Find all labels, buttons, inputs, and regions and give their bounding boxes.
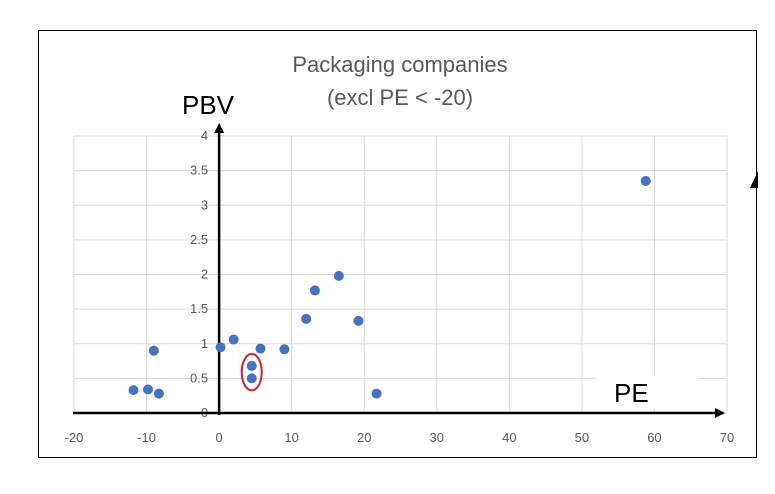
x-tick-label: -10 [137,430,156,445]
x-axis-label: PE [614,378,649,408]
scatter-chart: -20-1001020304050607000.511.522.533.54 P… [65,52,758,445]
data-points [128,176,651,399]
y-tick-label: 2 [201,267,208,282]
data-point [215,342,226,353]
x-tick-label: 40 [502,430,516,445]
chart-subtitle: (excl PE < -20) [327,85,473,110]
gridlines [73,135,728,414]
x-tick-label: 20 [357,430,371,445]
data-point [148,345,159,356]
x-label-background [596,375,698,409]
data-point [353,315,364,326]
data-point [640,176,651,187]
x-tick-label: 10 [284,430,298,445]
data-point [371,388,382,399]
data-point [246,373,257,384]
x-tick-label: -20 [65,430,84,445]
y-tick-label: 3.5 [190,163,208,178]
x-tick-label: 50 [575,430,589,445]
data-point [333,270,344,281]
y-tick-label: 2.5 [190,232,208,247]
x-tick-label: 0 [215,430,222,445]
x-tick-label: 70 [720,430,734,445]
y-tick-label: 1 [201,336,208,351]
y-tick-label: 0.5 [190,370,208,385]
y-tick-label: 3 [201,197,208,212]
chart-frame: -20-1001020304050607000.511.522.533.54 P… [38,30,758,458]
data-point [279,344,290,355]
y-tick-label: 4 [201,128,208,143]
data-point [246,360,257,371]
data-point [228,334,239,345]
data-point [255,343,266,354]
y-tick-label: 1.5 [190,301,208,316]
tick-labels: -20-1001020304050607000.511.522.533.54 [65,128,735,445]
highlight-ellipse [240,352,263,392]
axes [73,123,758,418]
data-point [309,285,320,296]
stray-arrowhead [750,171,758,188]
data-point [301,313,312,324]
x-tick-label: 60 [647,430,661,445]
y-axis-label: PBV [182,90,235,120]
chart-title: Packaging companies [292,52,507,77]
data-point [153,388,164,399]
data-point [143,384,154,395]
data-point [128,385,139,396]
x-tick-label: 30 [430,430,444,445]
